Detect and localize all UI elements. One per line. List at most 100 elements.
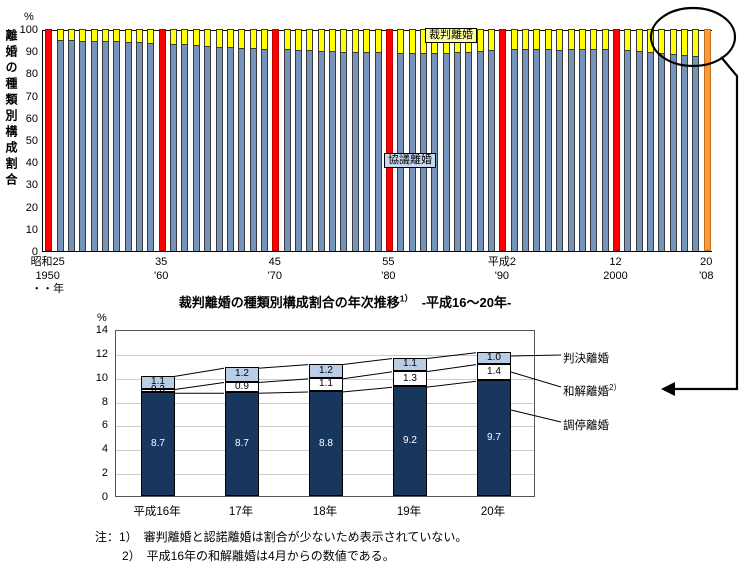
top-xtick-2000: 12 2000 [603,256,628,282]
top-bar-kyogi-rikon [67,40,75,251]
bottom-bar-判決離婚: 1.2 [225,367,259,382]
top-bar-kyogi-rikon [101,41,109,251]
top-bar-saiban-rikon [56,29,64,40]
top-xtick-1970: 45'70 [267,256,282,282]
top-bar-kyogi-rikon [692,56,700,251]
bar-value-label: 1.1 [151,376,165,388]
top-bar-kyogi-rikon [147,42,155,251]
saiban-rikon-label: 裁判離婚 [425,28,477,43]
top-bar-highlight-red [45,29,53,251]
bar-value-label: 1.0 [487,351,501,363]
top-bar-kyogi-rikon [510,48,518,251]
bottom-xtick-18年: 18年 [312,506,338,518]
top-bar-saiban-rikon [101,29,109,41]
top-xtick-2008: 20'08 [699,256,714,282]
top-bar-kyogi-rikon [681,55,689,251]
top-bar-kyogi-rikon [397,52,405,251]
kyogi-rikon-label: 協議離婚 [384,153,436,168]
top-ytick-80: 80 [25,68,38,81]
top-bar-kyogi-rikon [136,42,144,251]
top-bar-saiban-rikon [90,29,98,41]
top-bar-kyogi-rikon [215,46,223,251]
top-bar-kyogi-rikon [488,49,496,251]
top-bar-saiban-rikon [681,29,689,56]
bottom-bar-判決離婚: 1.1 [141,375,175,389]
bottom-bar-調停離婚: 8.7 [225,392,259,496]
top-ytick-100: 100 [19,24,38,36]
top-bar-saiban-rikon [669,29,677,55]
bottom-chart-plot-area: 8.7 0.3 1.1 8.7 0.9 1.2 8.8 1.1 1.2 9.2 1.3 1.1 9.7 1… [115,330,535,497]
bottom-ytick-4: 4 [101,443,108,456]
top-bar-saiban-rikon [249,29,257,49]
top-bar-kyogi-rikon [124,41,132,251]
bar-value-label: 8.8 [319,437,333,449]
bottom-bar-調停離婚: 8.7 [141,392,175,496]
top-bar-saiban-rikon [181,29,189,45]
footnote-2: 2） 平成16年の和解離婚は4月からの数値である。 [122,549,395,563]
top-bar-saiban-rikon [363,29,371,53]
top-bar-saiban-rikon [113,29,121,42]
top-ytick-10: 10 [25,223,38,236]
top-bar-kyogi-rikon [578,48,586,251]
bottom-xtick-19年: 19年 [396,506,422,518]
top-ytick-60: 60 [25,112,38,125]
top-bar-saiban-rikon [567,29,575,50]
bottom-chart-title-superscript: 1） [399,293,409,304]
bottom-ytick-12: 12 [95,347,108,360]
top-ytick-40: 40 [25,157,38,170]
top-bar-kyogi-rikon [79,40,87,251]
top-bar-kyogi-rikon [181,44,189,251]
bottom-bar-和解離婚: 1.1 [309,377,343,391]
top-bar-kyogi-rikon [226,47,234,251]
top-bar-kyogi-rikon [363,52,371,251]
top-bar-saiban-rikon [692,29,700,57]
top-bar-saiban-rikon [204,29,212,46]
top-bar-kyogi-rikon [295,49,302,251]
top-bar-saiban-rikon [147,29,155,43]
top-bar-kyogi-rikon [340,51,348,251]
top-chart-plot-area: 裁判離婚 協議離婚 [42,28,712,252]
bar-value-label: 1.1 [403,358,417,370]
bottom-bar-判決離婚: 1.1 [393,357,427,371]
top-bar-kyogi-rikon [170,43,178,251]
top-y-axis-title: 離婚の種類別構成割合 [4,29,18,189]
bar-value-label: 1.4 [487,365,501,377]
bottom-bar-調停離婚: 8.8 [309,391,343,496]
top-bar-saiban-rikon [295,29,302,50]
top-bar-saiban-rikon [238,29,246,48]
top-bar-saiban-rikon [374,29,382,53]
top-bar-highlight-red [158,29,166,251]
top-bar-highlight-red [272,29,280,251]
top-bar-saiban-rikon [306,29,314,51]
top-bar-kyogi-rikon [249,48,257,251]
top-ytick-90: 90 [25,46,38,59]
top-bar-kyogi-rikon [306,50,314,251]
top-bar-saiban-rikon [658,29,666,53]
bar-value-label: 0.3 [151,384,165,396]
top-bar-saiban-rikon [329,29,337,52]
bar-value-label: 0.9 [235,380,249,392]
top-bar-kyogi-rikon [374,52,382,251]
bottom-chart-title-main: 裁判離婚の種類別構成割合の年次推移 [178,295,400,310]
bottom-ytick-8: 8 [101,395,108,408]
top-bar-saiban-rikon [635,29,643,51]
top-bar-saiban-rikon [556,29,564,50]
top-bar-saiban-rikon [340,29,348,52]
top-y-axis-unit: % [24,11,34,23]
top-bar-kyogi-rikon [283,49,291,251]
top-bar-saiban-rikon [260,29,268,49]
legend-wakai-rikon: 和解離婚2） [563,382,621,399]
top-bar-saiban-rikon [510,29,518,49]
top-bar-saiban-rikon [283,29,291,50]
bottom-bar-和解離婚: 1.3 [393,370,427,387]
top-bar-kyogi-rikon [658,52,666,251]
top-ytick-50: 50 [25,135,38,147]
bottom-chart-title: 裁判離婚の種類別構成割合の年次推移1） -平成16～20年- [110,292,580,311]
top-bar-saiban-rikon [522,29,530,49]
top-bar-kyogi-rikon [533,48,541,251]
top-bar-saiban-rikon [647,29,655,52]
top-xtick-1980: 55'80 [381,256,396,282]
bottom-bar-和解離婚: 0.3 [141,385,175,395]
gridline [116,354,534,356]
